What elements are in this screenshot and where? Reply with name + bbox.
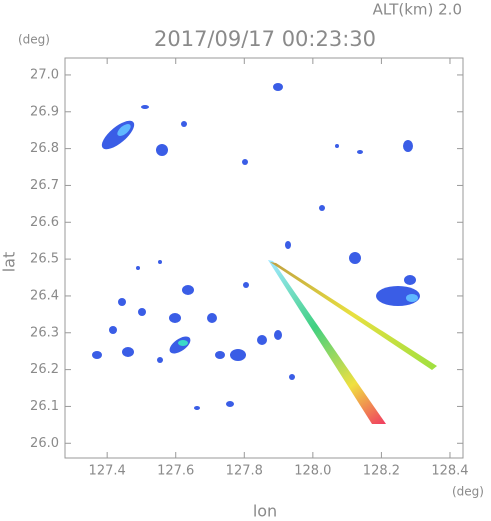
y-tick-label: 26.6 [30,215,59,230]
y-tick-label: 27.0 [30,67,59,82]
echo [117,124,131,136]
x-tick-label: 128.0 [294,464,331,479]
y-tick-label: 26.7 [30,178,59,193]
altitude-label: ALT(km) 2.0 [373,1,462,19]
chart-title: 2017/09/17 00:23:30 [154,27,376,51]
echo [157,357,163,363]
x-tick-label: 127.6 [157,464,194,479]
echo [181,121,187,127]
y-tick-label: 26.8 [30,141,59,156]
echo [335,144,339,148]
echo [158,260,162,264]
y-tick-label: 26.2 [30,362,59,377]
echo [194,406,200,410]
echo [243,282,249,288]
echo [169,313,181,323]
radial-artifact [268,260,386,424]
echo [178,340,188,346]
y-tick-label: 26.5 [30,252,59,267]
echo [136,266,140,270]
echo [403,140,413,152]
echo [182,285,194,295]
echo [92,351,102,359]
echo [274,330,282,340]
echo [156,144,168,156]
radial-artifact [270,262,437,370]
echo [357,150,363,154]
y-tick-label: 26.0 [30,436,59,451]
echo [226,401,234,407]
echo [122,347,134,357]
echo [406,294,418,302]
echoes [92,83,420,410]
y-tick-label: 26.4 [30,288,59,303]
x-unit: (deg) [452,485,484,499]
y-tick-label: 26.1 [30,399,59,414]
y-tick-label: 26.9 [30,104,59,119]
echo [242,159,248,165]
y-unit: (deg) [18,33,50,47]
echo [215,351,225,359]
plot-frame [64,57,464,459]
y-tick-label: 26.3 [30,325,59,340]
echo [118,298,126,306]
echo [257,335,267,345]
echo [230,349,246,361]
y-axis-label: lat [0,252,19,273]
x-tick-label: 128.2 [363,464,400,479]
x-axis-label: lon [253,502,277,521]
echo [289,374,295,380]
echo [285,241,291,249]
echo [404,275,416,285]
echo [207,313,217,323]
echo [319,205,325,211]
echo [109,326,117,334]
x-tick-label: 127.8 [226,464,263,479]
x-tick-label: 128.4 [431,464,468,479]
echo [273,83,283,91]
echo [349,252,361,264]
echo [141,105,149,109]
echo [138,308,146,316]
x-tick-label: 127.4 [89,464,126,479]
